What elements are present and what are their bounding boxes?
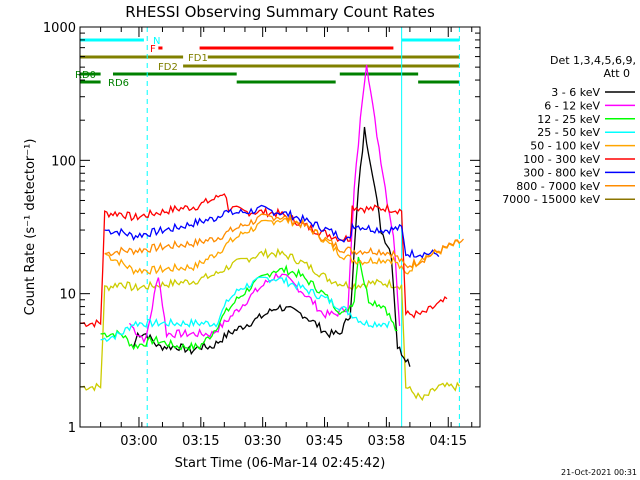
y-tick-label: 1000 (43, 21, 76, 36)
series-lines (79, 64, 464, 402)
y-tick-label: 10 (59, 288, 76, 303)
series-line-extra-0 (80, 247, 460, 402)
y-tick-label: 1 (68, 421, 76, 436)
state-bar-label: F (150, 44, 156, 55)
plot-frame (79, 26, 481, 428)
state-bar-label: FD1 (188, 53, 208, 64)
series-line-800-7000-kev (104, 213, 464, 269)
chart-title: RHESSI Observing Summary Count Rates (125, 3, 435, 21)
x-tick-label: 03:15 (182, 434, 219, 449)
legend-label: 800 - 7000 keV (516, 180, 600, 193)
series-line-3-6-kev (132, 126, 411, 367)
legend-header-line1: Det 1,3,4,5,6,9, (550, 54, 636, 67)
state-bar-label: N (153, 36, 160, 47)
y-axis-label: Count Rate (s⁻¹ detector⁻¹) (23, 139, 38, 316)
x-axis-label: Start Time (06-Mar-14 02:45:42) (175, 456, 386, 471)
x-axis-ticks: 03:00 03:15 03:30 03:45 03:58 04:15 (79, 27, 473, 449)
x-tick-label: 03:30 (244, 434, 281, 449)
legend-label: 50 - 100 keV (530, 140, 600, 153)
timestamp: 21-Oct-2021 00:31 (561, 468, 637, 477)
legend-label: 25 - 50 keV (537, 126, 600, 139)
x-tick-label: 03:45 (306, 434, 343, 449)
legend-label: 300 - 800 keV (523, 166, 600, 179)
state-bars: NF FD1 FD2 RD0 RD6 (75, 36, 460, 89)
state-bar-label: RD6 (108, 78, 129, 89)
legend-label: 12 - 25 keV (537, 113, 600, 126)
legend-label: 3 - 6 keV (551, 86, 600, 99)
series-line-25-50-kev (100, 275, 390, 343)
series-line-12-25-kev (100, 256, 398, 352)
series-line-300-800-kev (104, 204, 440, 259)
series-line-100-300-kev (79, 193, 448, 329)
legend-label: 6 - 12 keV (544, 99, 600, 112)
state-bar-label: RD0 (75, 70, 96, 81)
state-bar-label: FD2 (158, 62, 178, 73)
legend-label: 100 - 300 keV (523, 153, 600, 166)
x-tick-label: 04:15 (430, 434, 467, 449)
legend-header-line2: Att 0 (604, 67, 630, 80)
x-tick-label: 03:58 (368, 434, 405, 449)
series-line-6-12-kev (128, 64, 401, 344)
x-tick-label: 03:00 (120, 434, 157, 449)
y-tick-label: 100 (51, 154, 76, 169)
y-axis-ticks: 1 10 100 1000 (43, 21, 480, 436)
series-line-50-100-kev (104, 215, 460, 276)
legend-label: 7000 - 15000 keV (502, 193, 600, 206)
